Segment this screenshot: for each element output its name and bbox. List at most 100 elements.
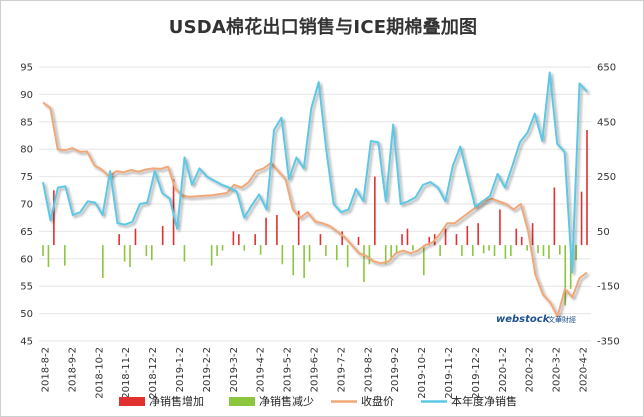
left-tick-label: 90 (20, 90, 33, 101)
bar-decrease (216, 245, 218, 257)
bar-decrease (363, 245, 365, 283)
bar-decrease (63, 245, 66, 266)
bar-decrease (335, 245, 338, 261)
bar-decrease (575, 245, 577, 261)
bar-increase (428, 236, 431, 246)
bar-decrease (504, 245, 507, 259)
bar-decrease (471, 245, 474, 257)
x-tick-label: 2020-4-2 (579, 347, 590, 392)
bar-increase (238, 234, 240, 246)
x-tick-label: 2019-12-2 (471, 347, 482, 399)
bar-increase (53, 190, 55, 246)
bar-decrease (390, 245, 392, 261)
right-tick-label: 50 (597, 227, 610, 238)
left-tick-label: 45 (20, 337, 33, 348)
bar-decrease (439, 245, 441, 257)
bar-decrease (42, 245, 44, 257)
right-tick-label: 650 (597, 63, 616, 74)
left-tick-label: 50 (20, 309, 33, 320)
bar-decrease (210, 245, 213, 266)
x-tick-label: 2019-2-2 (202, 347, 213, 392)
watermark-text: 文華財經 (548, 315, 576, 324)
bar-decrease (129, 245, 131, 268)
bar-decrease (47, 245, 50, 268)
bar-increase (401, 234, 403, 246)
legend-label: 净销售减少 (259, 394, 314, 408)
x-tick-label: 2019-11-2 (444, 347, 455, 399)
bar-decrease (461, 245, 463, 257)
left-tick-label: 65 (20, 227, 33, 238)
series-line-close-price (42, 101, 588, 318)
bar-decrease (542, 245, 545, 257)
bar-increase (477, 223, 479, 246)
bar-increase (265, 217, 267, 246)
x-tick-label: 2019-5-2 (283, 347, 294, 392)
bar-increase (297, 210, 300, 246)
left-tick-label: 85 (20, 117, 33, 128)
x-tick-label: 2020-3-2 (552, 347, 563, 392)
bar-decrease (423, 245, 425, 276)
bar-decrease (303, 245, 305, 278)
bar-decrease (510, 245, 512, 257)
bar-increase (520, 236, 523, 246)
bar-increase (357, 236, 360, 246)
x-tick-label: 2019-6-2 (310, 347, 321, 392)
bar-decrease (395, 245, 398, 254)
legend-label: 本年度净销售 (451, 394, 517, 408)
left-tick-label: 95 (20, 63, 33, 74)
left-tick-label: 55 (20, 282, 33, 293)
bar-decrease (243, 245, 246, 251)
bar-increase (406, 228, 409, 246)
bar-increase (161, 225, 164, 246)
x-tick-label: 2018-9-2 (67, 347, 78, 392)
bar-increase (276, 214, 278, 246)
bar-increase (455, 234, 458, 246)
bar-decrease (151, 245, 153, 261)
x-tick-label: 2019-9-2 (390, 347, 401, 392)
left-tick-label: 80 (20, 145, 33, 156)
bar-increase (444, 228, 447, 246)
x-tick-label: 2020-1-2 (498, 347, 509, 392)
x-tick-label: 2018-8-2 (41, 347, 52, 392)
series-line-net-sales (42, 71, 588, 274)
bar-increase (319, 234, 322, 246)
legend-label: 收盘价 (361, 394, 394, 408)
bar-decrease (308, 245, 311, 262)
x-tick-label: 2018-10-2 (94, 347, 105, 399)
bar-increase (515, 228, 518, 246)
x-tick-label: 2018-12-2 (148, 347, 159, 399)
bar-decrease (526, 245, 528, 251)
bar-increase (531, 223, 534, 246)
x-tick-label: 2020-2-2 (525, 347, 536, 392)
bar-increase (586, 130, 588, 246)
bar-decrease (559, 245, 561, 255)
bar-increase (118, 234, 120, 246)
bar-increase (580, 191, 583, 246)
bar-increase (254, 234, 256, 246)
bar-decrease (259, 245, 262, 255)
left-tick-label: 75 (20, 172, 33, 183)
bar-decrease (493, 245, 496, 257)
legend-label: 净销售增加 (149, 394, 204, 408)
bar-decrease (368, 245, 371, 265)
bar-decrease (384, 245, 387, 265)
bar-increase (553, 187, 556, 246)
x-tick-label: 2019-10-2 (417, 347, 428, 399)
x-tick-label: 2019-4-2 (256, 347, 267, 392)
left-tick-label: 60 (20, 254, 33, 265)
x-tick-label: 2019-7-2 (336, 347, 347, 392)
bar-increase (232, 231, 235, 246)
right-tick-label: -350 (597, 337, 620, 348)
bar-decrease (482, 245, 485, 254)
right-tick-label: 250 (597, 172, 616, 183)
right-tick-label: 450 (597, 117, 616, 128)
chart-title: USDA棉花出口销售与ICE期棉叠加图 (168, 17, 478, 38)
legend-swatch (119, 397, 145, 406)
x-tick-label: 2019-1-2 (175, 347, 186, 392)
right-tick-label: -150 (597, 282, 620, 293)
bar-increase (466, 225, 469, 246)
bar-increase (134, 228, 137, 246)
bar-decrease (145, 245, 148, 257)
x-tick-label: 2019-3-2 (229, 347, 240, 392)
